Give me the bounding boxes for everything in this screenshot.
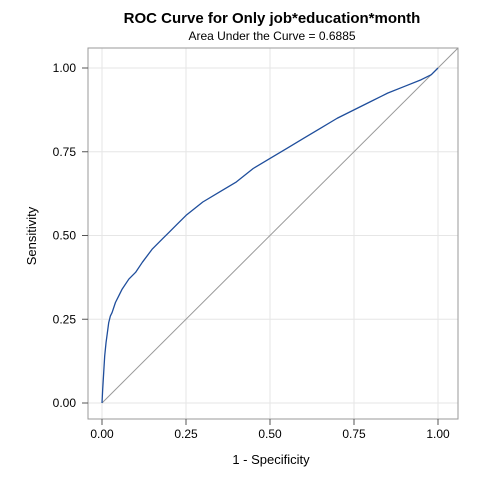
roc-curve-line xyxy=(101,67,439,404)
y-tick-label: 0.75 xyxy=(53,145,77,159)
x-tick-label: 0.75 xyxy=(342,427,366,441)
series-layer xyxy=(101,67,439,404)
diagonal-reference-line xyxy=(101,47,459,404)
grid xyxy=(88,48,458,419)
reference-diagonal xyxy=(101,47,459,404)
x-tick-label: 0.00 xyxy=(90,427,114,441)
x-tick-label: 1.00 xyxy=(426,427,450,441)
y-tick-label: 0.50 xyxy=(53,229,77,243)
chart-title: ROC Curve for Only job*education*month xyxy=(123,10,421,27)
x-tick-label: 0.50 xyxy=(258,427,282,441)
y-axis-label: Sensitivity xyxy=(24,206,39,265)
y-tick-label: 0.00 xyxy=(53,396,77,410)
plot-frame xyxy=(87,47,459,420)
x-axis-label: 1 - Specificity xyxy=(232,452,310,467)
chart-subtitle: Area Under the Curve = 0.6885 xyxy=(188,29,356,43)
y-tick-label: 0.25 xyxy=(53,312,77,326)
x-tick-label: 0.25 xyxy=(174,427,198,441)
y-tick-label: 1.00 xyxy=(53,61,77,75)
y-axis-ticks: 0.00 0.25 0.50 0.75 1.00 xyxy=(53,61,88,410)
x-axis-ticks: 0.00 0.25 0.50 0.75 1.00 xyxy=(90,419,450,441)
